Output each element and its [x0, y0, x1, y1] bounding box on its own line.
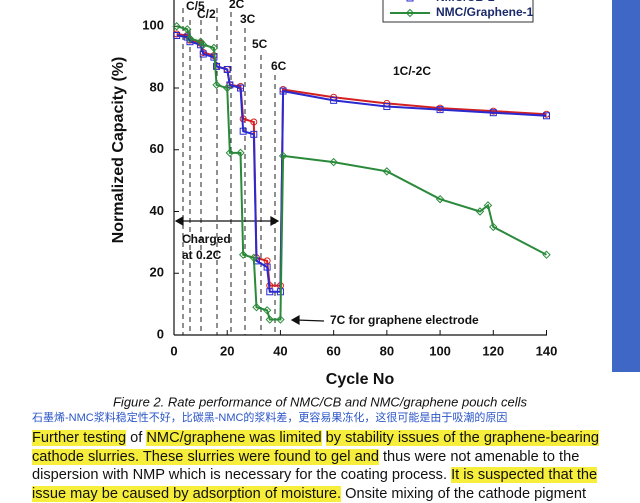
- legend: [382, 0, 534, 23]
- annotation: C/5: [186, 0, 205, 13]
- annotation: at 0.2C: [182, 248, 222, 262]
- text: of: [126, 430, 147, 446]
- data-point: [382, 167, 392, 176]
- legend-label: NMC/Graphene-1: [436, 5, 534, 19]
- data-point: [489, 109, 497, 117]
- data-point: [209, 43, 219, 53]
- text: thus were not amenable to the dispersion…: [32, 448, 580, 484]
- data-point: [225, 148, 235, 158]
- data-point: [173, 32, 181, 40]
- x-tick-label: 100: [429, 343, 451, 358]
- data-point: [212, 80, 221, 90]
- y-tick-label: 60: [150, 141, 164, 156]
- translator-note: 石墨烯-NMC浆料稳定性不好，比碳黑-NMC的浆料差，更容易果冻化，这很可能是由…: [32, 410, 507, 424]
- data-point: [213, 62, 221, 70]
- data-point: [276, 315, 285, 324]
- caption: Figure 2. Rate performance of NMC/CB and…: [113, 394, 528, 409]
- y-tick-label: 100: [142, 18, 164, 33]
- data-point: [489, 222, 498, 232]
- data-point: [483, 201, 493, 210]
- data-point: [172, 22, 181, 31]
- data-point: [250, 130, 258, 138]
- y-tick-label: 0: [157, 326, 164, 341]
- annotation: 5C: [252, 37, 268, 51]
- x-axis-label: Cycle No: [326, 371, 395, 388]
- data-point: [435, 194, 445, 204]
- side-bar: [612, 0, 640, 372]
- data-point: [236, 148, 245, 158]
- data-point: [543, 112, 550, 120]
- data-point: [199, 50, 207, 58]
- x-tick-label: 20: [220, 343, 234, 358]
- data-point: [279, 87, 287, 95]
- data-point: [249, 253, 259, 263]
- data-point: [239, 127, 247, 135]
- data-point: [542, 250, 551, 259]
- paragraph: Further testing of NMC/graphene was limi…: [32, 429, 632, 503]
- annotation: 7C for graphene electrode: [330, 313, 479, 327]
- data-point: [475, 207, 485, 216]
- series-line: [176, 32, 547, 287]
- data-point: [185, 34, 195, 43]
- x-tick-label: 120: [482, 343, 504, 358]
- data-point: [238, 250, 248, 259]
- annotation: 1C/-2C: [393, 64, 431, 78]
- highlighted-text: Further testing: [32, 430, 127, 446]
- x-tick-label: 60: [326, 343, 340, 358]
- legend-marker: [405, 8, 415, 18]
- legend-marker: [406, 0, 414, 2]
- y-tick-label: 20: [150, 265, 164, 280]
- x-tick-label: 80: [380, 343, 394, 358]
- highlighted-text: NMC/graphene was limited: [146, 430, 322, 446]
- data-point: [223, 65, 231, 73]
- data-point: [383, 103, 391, 111]
- annotation: 2C: [229, 0, 245, 11]
- y-tick-label: 40: [150, 203, 164, 218]
- data-point: [265, 315, 274, 324]
- data-point: [278, 151, 288, 161]
- rate-dividers: [182, 8, 276, 335]
- text: Onsite mixing of the cathode pigment: [341, 485, 587, 502]
- annotation: C/2: [197, 7, 216, 21]
- x-tick-label: 40: [273, 343, 287, 358]
- x-tick-label: 0: [170, 343, 177, 358]
- charge-arrow: [174, 215, 325, 326]
- data-point: [223, 83, 232, 93]
- y-axis-label: Normalized Capacity (%): [110, 57, 127, 244]
- data-point: [262, 306, 272, 315]
- annotation: Charged: [182, 232, 231, 246]
- data-point: [199, 40, 208, 49]
- annotation: 6C: [271, 59, 287, 73]
- data-point: [183, 25, 192, 34]
- data-point: [263, 263, 271, 271]
- data-point: [252, 303, 261, 312]
- data-point: [329, 157, 338, 167]
- y-tick-label: 80: [150, 79, 164, 94]
- data-point: [436, 106, 444, 114]
- series-line: [176, 25, 547, 321]
- series-line: [176, 34, 547, 293]
- data-point: [237, 84, 245, 92]
- legend-label: NMC/CB-2: [436, 0, 495, 4]
- data-point: [250, 118, 258, 126]
- annotation: 3C: [240, 12, 256, 26]
- data-point: [266, 288, 274, 296]
- data-point: [330, 96, 338, 104]
- x-tick-label: 140: [536, 343, 558, 358]
